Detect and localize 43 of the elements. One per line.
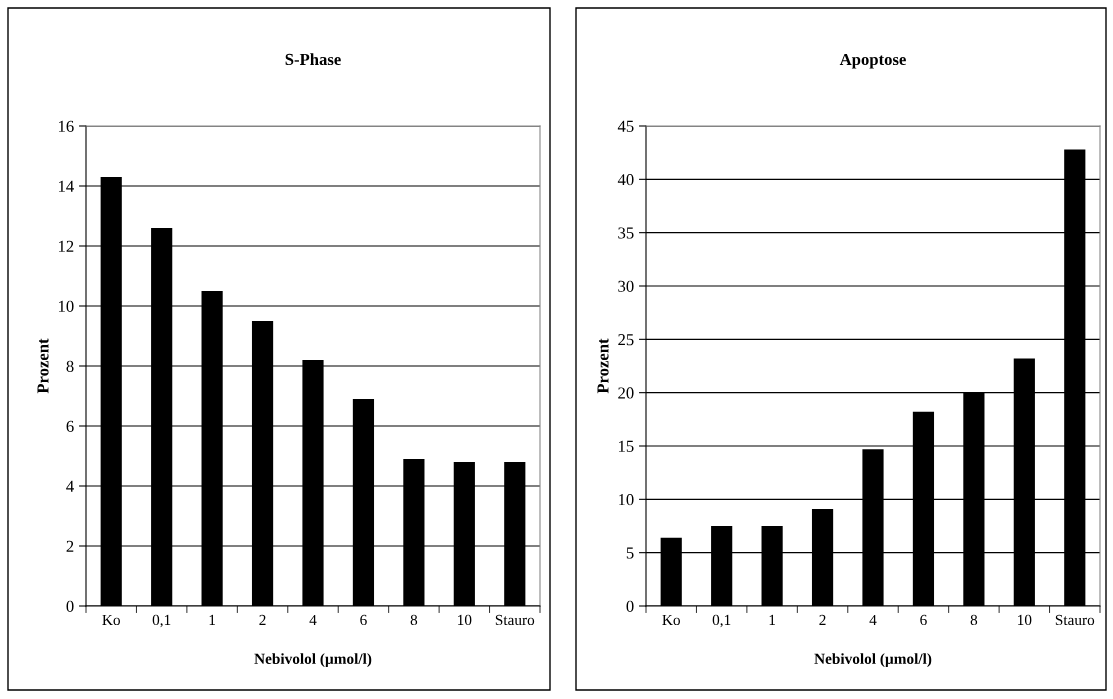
y-tick-label: 0 <box>626 600 634 612</box>
y-tick-label: 40 <box>617 174 634 186</box>
x-tick-label: 6 <box>360 614 367 626</box>
x-axis-title: Nebivolol (µmol/l) <box>254 653 372 668</box>
y-tick-label: 30 <box>618 280 634 292</box>
x-tick-label: 1 <box>209 614 216 625</box>
y-tick-label: 20 <box>618 387 634 399</box>
y-tick-label: 15 <box>618 440 634 452</box>
x-tick-label: 2 <box>819 614 826 625</box>
x-tick-label: 8 <box>970 614 978 626</box>
x-axis-title: Nebivolol (µmol/l) <box>814 653 932 668</box>
y-tick-label: 8 <box>66 360 74 372</box>
y-tick-label: 14 <box>58 180 74 192</box>
x-tick-label: 0,1 <box>712 614 731 628</box>
x-tick-label: 4 <box>869 614 877 625</box>
x-tick-label: 6 <box>920 614 927 626</box>
y-tick-label: 25 <box>618 334 634 346</box>
y-tick-label: 2 <box>66 540 74 552</box>
y-tick-label: 10 <box>58 300 74 312</box>
x-tick-label: 1 <box>769 614 776 625</box>
x-tick-label: Stauro <box>495 614 535 626</box>
x-tick-label: Stauro <box>1055 614 1095 626</box>
x-tick-label: 2 <box>259 614 266 625</box>
chart-title: S-Phase <box>285 53 341 66</box>
x-tick-label: Ko <box>102 614 120 626</box>
y-tick-label: 35 <box>618 227 634 239</box>
y-tick-label: 0 <box>66 600 74 612</box>
y-axis-title: Prozent <box>37 338 49 394</box>
x-tick-label: 8 <box>410 614 418 626</box>
chart-title: Apoptose <box>839 53 906 69</box>
y-tick-label: 16 <box>58 120 74 132</box>
y-tick-label: 45 <box>617 120 634 132</box>
y-tick-label: 5 <box>626 547 634 559</box>
y-axis-title: Prozent <box>597 338 609 394</box>
y-tick-label: 4 <box>66 480 74 492</box>
x-tick-label: 4 <box>309 614 317 625</box>
x-tick-label: 10 <box>1018 614 1032 626</box>
x-tick-label: 0,1 <box>152 614 171 628</box>
y-tick-label: 6 <box>66 420 74 432</box>
y-tick-label: 10 <box>618 494 634 506</box>
x-tick-label: 10 <box>458 614 472 626</box>
y-tick-label: 12 <box>58 240 74 252</box>
x-tick-label: Ko <box>662 614 680 626</box>
